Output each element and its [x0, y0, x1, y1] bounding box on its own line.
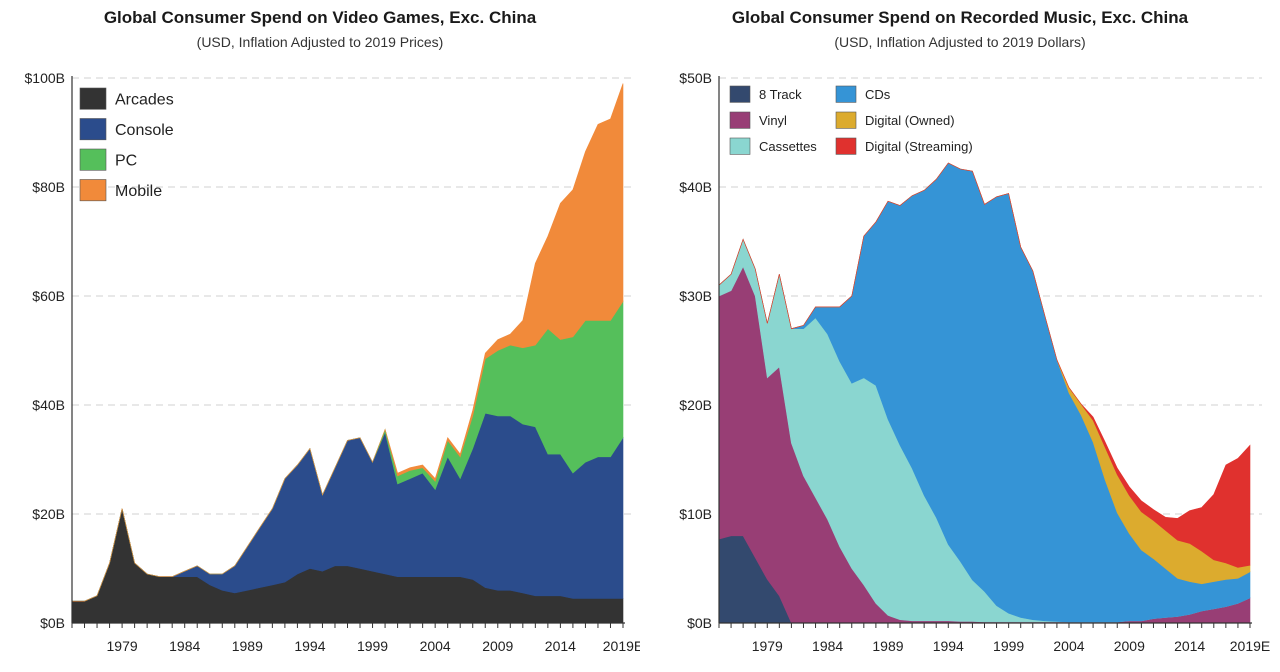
legend-swatch-cds: [835, 85, 857, 103]
legend: Arcades Console PC Mobile: [79, 87, 174, 202]
y-tick-label: $100B: [25, 70, 65, 86]
legend-label: PC: [115, 152, 137, 169]
y-tick-label: $80B: [32, 179, 65, 195]
y-tick-label: $30B: [679, 288, 712, 304]
legend-label: Digital (Owned): [865, 113, 955, 128]
x-tick-label: 2014: [545, 638, 576, 654]
mobile-area: [72, 83, 624, 602]
x-tick-label: 1984: [169, 638, 200, 654]
x-tick-label: 1984: [812, 638, 843, 654]
y-tick-label: $20B: [32, 506, 65, 522]
x-tick-label: 1989: [872, 638, 903, 654]
chart-subtitle: (USD, Inflation Adjusted to 2019 Prices): [196, 34, 444, 50]
x-tick-label: 2009: [482, 638, 513, 654]
legend-label: 8 Track: [759, 87, 802, 102]
areas: [718, 162, 1251, 624]
legend-swatch-mobile: [79, 179, 107, 202]
x-axis: 1979 1984 1989 1994 1999 2004 2009 2014 2019E: [71, 623, 640, 654]
y-tick-label: $0B: [687, 615, 712, 631]
legend-swatch-vinyl: [729, 111, 751, 129]
y-tick-label: $10B: [679, 506, 712, 522]
x-tick-label: 2014: [1174, 638, 1205, 654]
y-tick-label: $60B: [32, 288, 65, 304]
legend-label: Mobile: [115, 183, 162, 200]
legend-label: CDs: [865, 87, 891, 102]
y-axis: $0B $20B $40B $60B $80B $100B: [25, 70, 65, 631]
legend-swatch-cassettes: [729, 137, 751, 155]
x-tick-label: 2004: [1053, 638, 1084, 654]
x-tick-label: 1979: [107, 638, 138, 654]
recorded-music-chart-panel: Global Consumer Spend on Recorded Music,…: [640, 0, 1280, 672]
legend-label: Cassettes: [759, 139, 817, 154]
x-tick-label: 2009: [1114, 638, 1145, 654]
x-tick-label: 2019E: [603, 638, 640, 654]
legend-swatch-arcades: [79, 87, 107, 110]
video-games-area-chart: $0B $20B $40B $60B $80B $100B 1979 1984 1989 1994…: [25, 70, 640, 654]
chart-title: Global Consumer Spend on Video Games, Ex…: [103, 8, 537, 27]
legend-swatch-console: [79, 118, 107, 141]
x-tick-label: 1979: [752, 638, 783, 654]
video-games-chart-panel: Global Consumer Spend on Video Games, Ex…: [25, 8, 640, 654]
legend-label: Vinyl: [759, 113, 787, 128]
x-tick-label: 1994: [294, 638, 325, 654]
chart-title: Global Consumer Spend on Recorded Music,…: [731, 8, 1189, 27]
y-tick-label: $40B: [32, 397, 65, 413]
chart-subtitle: (USD, Inflation Adjusted to 2019 Dollars…: [834, 34, 1086, 50]
x-tick-label: 2019E: [1230, 638, 1270, 654]
x-tick-label: 1989: [232, 638, 263, 654]
y-tick-label: $0B: [40, 615, 65, 631]
legend-swatch-pc: [79, 148, 107, 171]
legend-swatch-digital-owned: [835, 111, 857, 129]
digital-streaming-area: [718, 162, 1251, 568]
y-axis: $0B $10B $20B $30B $40B $50B: [679, 70, 712, 631]
x-tick-label: 1994: [933, 638, 964, 654]
y-tick-label: $50B: [679, 70, 712, 86]
legend-swatch-8-track: [729, 85, 751, 103]
legend-label: Arcades: [115, 91, 174, 108]
x-axis: 1979 1984 1989 1994 1999 2004 2009 2014 2019E: [718, 623, 1270, 654]
legend-swatch-digital-streaming: [835, 137, 857, 155]
y-tick-label: $20B: [679, 397, 712, 413]
legend: 8 Track Vinyl Cassettes CDs Digital (Owned) D…: [729, 85, 973, 155]
x-tick-label: 1999: [357, 638, 388, 654]
x-tick-label: 1999: [993, 638, 1024, 654]
areas: [71, 83, 624, 624]
legend-label: Console: [115, 122, 174, 139]
y-tick-label: $40B: [679, 179, 712, 195]
x-tick-label: 2004: [420, 638, 451, 654]
legend-label: Digital (Streaming): [865, 139, 973, 154]
